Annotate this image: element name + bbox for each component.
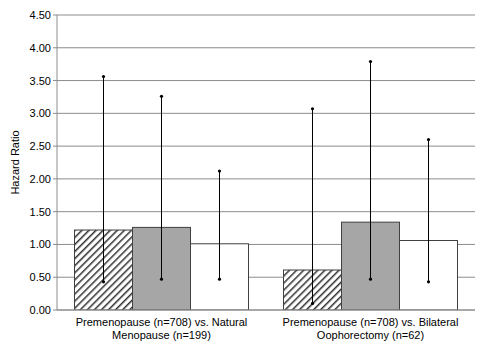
error-cap-low — [160, 278, 163, 281]
error-cap-high — [160, 95, 163, 98]
y-axis-label: Hazard Ratio — [9, 130, 21, 194]
tick — [53, 244, 57, 245]
tick — [53, 80, 57, 81]
tick — [53, 178, 57, 179]
error-bar — [312, 109, 313, 304]
y-axis — [57, 15, 58, 310]
error-cap-high — [427, 138, 430, 141]
grid-line — [57, 310, 475, 311]
tick — [53, 277, 57, 278]
grid-line — [57, 211, 475, 212]
tick — [53, 146, 57, 147]
category-label: Premenopause (n=708) vs. Bilateral Oopho… — [271, 316, 471, 342]
x-axis — [57, 310, 475, 311]
tick-label: 1.00 — [30, 238, 51, 250]
error-cap-high — [102, 75, 105, 78]
grid-line — [57, 146, 475, 147]
bars — [75, 222, 458, 310]
error-cap-low — [311, 302, 314, 305]
chart: 0.00 0.50 1.00 1.50 2.00 2.50 3.00 3.50 4.00 4.50… — [0, 0, 480, 360]
chart-svg: 0.00 0.50 1.00 1.50 2.00 2.50 3.00 3.50 4.00 4.50… — [0, 0, 480, 360]
tick-label: 4.50 — [30, 9, 51, 21]
error-cap-high — [218, 169, 221, 172]
grid-line — [57, 113, 475, 114]
grid-line — [57, 80, 475, 81]
error-cap-low — [218, 278, 221, 281]
tick-label: 2.50 — [30, 140, 51, 152]
error-cap-high — [311, 107, 314, 110]
error-bar — [428, 140, 429, 282]
tick — [53, 47, 57, 48]
tick — [53, 310, 57, 311]
error-bar — [103, 77, 104, 282]
error-bars — [102, 60, 430, 305]
error-cap-low — [427, 280, 430, 283]
tick-label: 2.00 — [30, 173, 51, 185]
error-bar — [219, 171, 220, 279]
tick — [53, 113, 57, 114]
error-bar — [161, 96, 162, 279]
grid-line — [57, 178, 475, 179]
category-label: Premenopause (n=708) vs. Natural Menopau… — [62, 316, 262, 342]
grid-line — [57, 15, 475, 16]
tick-label: 3.50 — [30, 75, 51, 87]
error-cap-low — [369, 278, 372, 281]
tick — [53, 211, 57, 212]
tick-label: 1.50 — [30, 206, 51, 218]
error-bar — [370, 62, 371, 280]
tick-label: 4.00 — [30, 42, 51, 54]
tick-label: 3.00 — [30, 107, 51, 119]
tick-label: 0.50 — [30, 271, 51, 283]
grid-line — [57, 47, 475, 48]
tick — [53, 15, 57, 16]
error-cap-low — [102, 280, 105, 283]
error-cap-high — [369, 60, 372, 63]
tick-label: 0.00 — [30, 304, 51, 316]
